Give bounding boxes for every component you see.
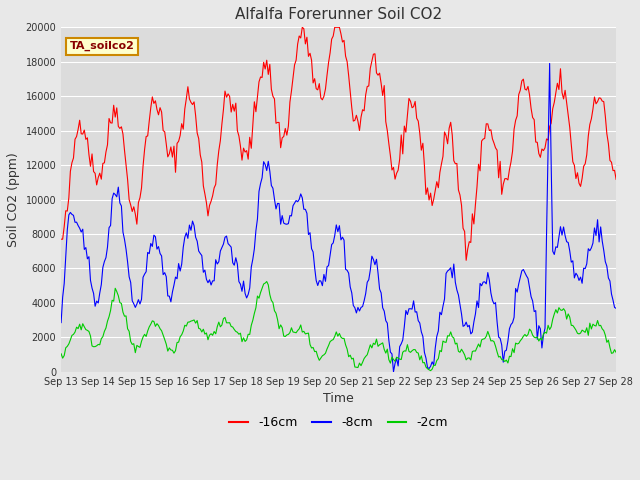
Text: TA_soilco2: TA_soilco2: [69, 41, 134, 51]
Title: Alfalfa Forerunner Soil CO2: Alfalfa Forerunner Soil CO2: [235, 7, 442, 22]
X-axis label: Time: Time: [323, 392, 354, 405]
Y-axis label: Soil CO2 (ppm): Soil CO2 (ppm): [7, 152, 20, 247]
Legend: -16cm, -8cm, -2cm: -16cm, -8cm, -2cm: [224, 411, 453, 434]
